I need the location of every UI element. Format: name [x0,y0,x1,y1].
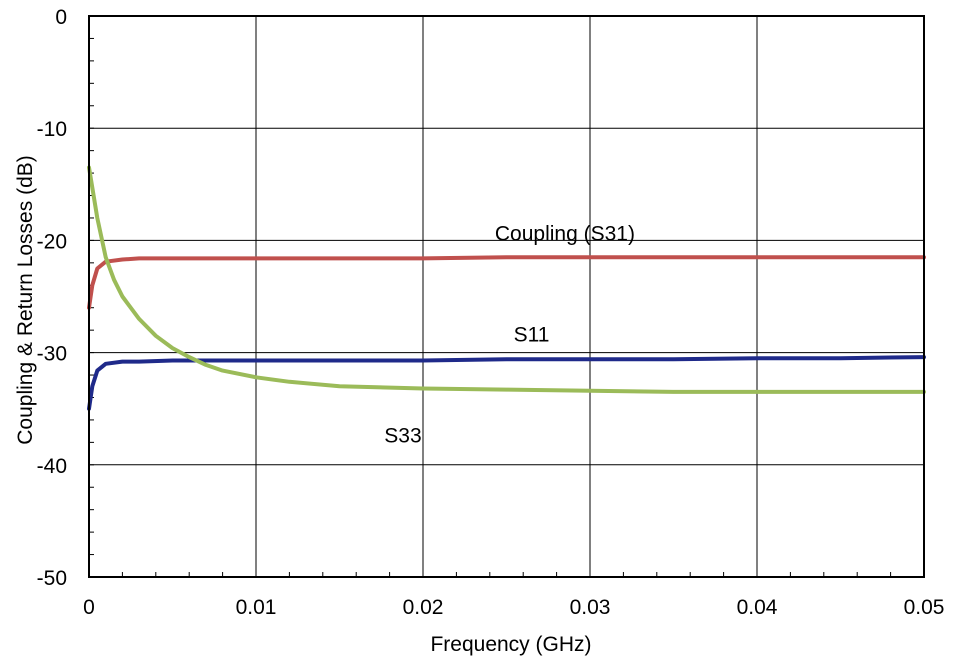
series-line-s33 [87,165,926,394]
y-tick-labels: 0 -10 -20 -30 -40 -50 [37,6,67,590]
x-tick-label: 0.04 [737,596,778,619]
x-tick-label: 0.03 [570,596,611,619]
series-annotation: S11 [514,323,550,346]
series-line-s11 [87,355,926,411]
series-annotation: S33 [384,424,421,447]
x-tick-label: 0.05 [904,596,945,619]
series-line-coupling-s31 [87,255,926,310]
series-annotations: Coupling (S31) S11 S33 [384,222,635,447]
y-tick-label: -40 [37,455,67,478]
x-axis-label: Frequency (GHz) [430,633,591,656]
gridlines [88,15,925,578]
plot-area-frame [88,15,925,578]
y-tick-label: -20 [37,230,67,253]
x-tick-label: 0.02 [403,596,444,619]
y-tick-label: -30 [37,343,67,366]
y-tick-label: -10 [37,118,67,141]
x-tick-label: 0 [83,596,95,619]
x-tick-label: 0.01 [236,596,277,619]
series-lines [87,165,926,411]
series-annotation: Coupling (S31) [495,222,635,245]
y-axis-label: Coupling & Return Losses (dB) [14,155,37,444]
x-tick-labels: 0 0.01 0.02 0.03 0.04 0.05 [83,596,944,619]
y-tick-label: -50 [37,567,67,590]
y-tick-label: 0 [55,6,67,29]
minor-ticks [88,15,925,578]
